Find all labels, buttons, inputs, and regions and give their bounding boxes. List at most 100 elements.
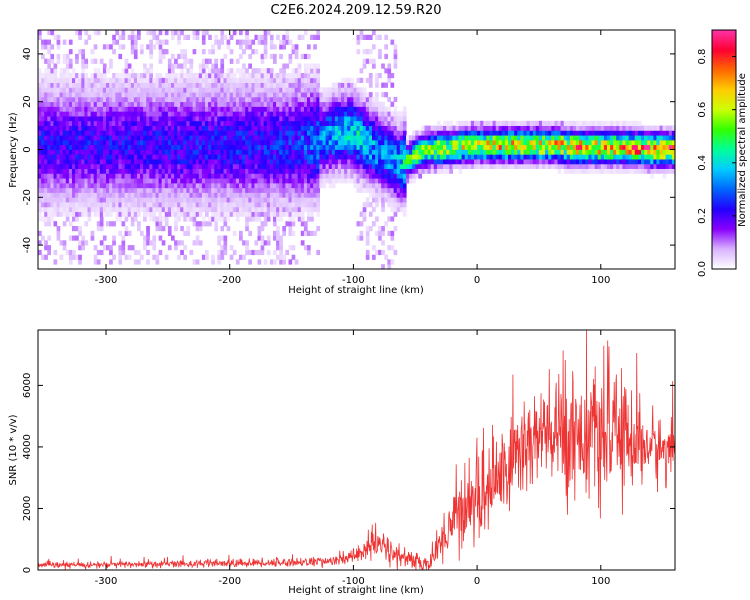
heatmap-cell	[149, 125, 153, 131]
heatmap-cell	[56, 173, 61, 179]
heatmap-cell	[337, 101, 342, 107]
heatmap-cell	[647, 159, 651, 165]
heatmap-cell	[467, 139, 472, 146]
heatmap-cell	[65, 53, 70, 60]
heatmap-cell	[662, 149, 667, 155]
heatmap-cell	[232, 187, 237, 193]
heatmap-cell	[65, 144, 70, 150]
heatmap-cell	[208, 101, 212, 107]
heatmap-cell	[56, 34, 61, 40]
heatmap-cell	[198, 116, 203, 122]
heatmap-cell	[189, 96, 194, 103]
heatmap-cell	[375, 82, 379, 88]
heatmap-cell	[217, 163, 221, 169]
heatmap-cell	[387, 178, 392, 184]
heatmap-cell	[350, 130, 354, 136]
heatmap-cell	[440, 154, 444, 160]
heatmap-cell	[257, 206, 262, 213]
heatmap-cell	[449, 130, 453, 136]
heatmap-cell	[192, 101, 197, 107]
heatmap-cell	[192, 183, 197, 189]
heatmap-cell	[167, 82, 172, 88]
heatmap-cell	[177, 116, 181, 122]
heatmap-cell	[582, 149, 586, 155]
heatmap-cell	[650, 154, 654, 160]
heatmap-cell	[146, 259, 150, 265]
heatmap-cell	[171, 106, 175, 112]
heatmap-cell	[273, 87, 277, 93]
heatmap-cell	[109, 173, 113, 179]
heatmap-cell	[127, 168, 132, 174]
heatmap-cell	[288, 73, 293, 79]
heatmap-cell	[579, 139, 583, 146]
heatmap-cell	[174, 135, 178, 141]
heatmap-cell	[625, 154, 630, 160]
heatmap-cell	[396, 139, 401, 146]
heatmap-cell	[291, 77, 296, 83]
heatmap-cell	[87, 87, 92, 93]
heatmap-cell	[384, 173, 388, 179]
heatmap-cell	[180, 120, 184, 126]
heatmap-cell	[53, 92, 58, 98]
heatmap-cell	[68, 144, 73, 150]
heatmap-cell	[158, 77, 163, 83]
heatmap-cell	[319, 130, 324, 136]
heatmap-cell	[192, 168, 197, 174]
heatmap-cell	[127, 230, 132, 236]
heatmap-cell	[294, 211, 299, 217]
heatmap-cell	[307, 211, 311, 217]
heatmap-cell	[319, 92, 324, 98]
heatmap-cell	[282, 173, 286, 179]
heatmap-cell	[260, 120, 265, 126]
heatmap-cell	[310, 178, 314, 184]
heatmap-cell	[205, 87, 209, 93]
heatmap-cell	[214, 154, 218, 160]
heatmap-cell	[591, 125, 596, 131]
heatmap-cell	[81, 106, 85, 112]
heatmap-cell	[78, 92, 82, 98]
heatmap-cell	[291, 49, 296, 55]
heatmap-cell	[217, 154, 221, 160]
heatmap-cell	[99, 197, 104, 203]
heatmap-cell	[217, 249, 221, 256]
heatmap-cell	[223, 111, 228, 117]
heatmap-cell	[285, 101, 290, 107]
heatmap-cell	[498, 149, 503, 155]
heatmap-cell	[285, 249, 290, 256]
heatmap-cell	[180, 159, 184, 165]
heatmap-cell	[285, 34, 290, 40]
heatmap-cell	[347, 159, 351, 165]
heatmap-cell	[331, 111, 336, 117]
heatmap-cell	[81, 202, 85, 208]
heatmap-cell	[337, 125, 342, 131]
heatmap-cell	[167, 68, 172, 74]
heatmap-cell	[511, 135, 515, 141]
heatmap-cell	[433, 149, 438, 155]
heatmap-cell	[109, 178, 113, 184]
heatmap-cell	[653, 144, 658, 150]
heatmap-cell	[508, 163, 512, 169]
heatmap-cell	[362, 154, 367, 160]
heatmap-cell	[130, 154, 135, 160]
heatmap-cell	[436, 135, 441, 141]
heatmap-cell	[229, 58, 234, 64]
heatmap-cell	[325, 120, 330, 126]
heatmap-cell	[455, 120, 460, 126]
heatmap-cell	[211, 87, 215, 93]
heatmap-cell	[56, 58, 61, 64]
heatmap-cell	[334, 144, 339, 150]
heatmap-cell	[263, 44, 268, 50]
heatmap-cell	[353, 96, 358, 103]
heatmap-cell	[158, 53, 163, 60]
heatmap-cell	[78, 202, 82, 208]
heatmap-cell	[387, 216, 392, 222]
heatmap-cell	[588, 163, 593, 169]
heatmap-cell	[341, 96, 345, 103]
heatmap-cell	[143, 101, 147, 107]
heatmap-cell	[359, 92, 364, 98]
heatmap-cell	[535, 154, 540, 160]
heatmap-cell	[671, 159, 675, 165]
heatmap-cell	[41, 73, 45, 79]
heatmap-cell	[201, 178, 206, 184]
heatmap-cell	[140, 154, 144, 160]
